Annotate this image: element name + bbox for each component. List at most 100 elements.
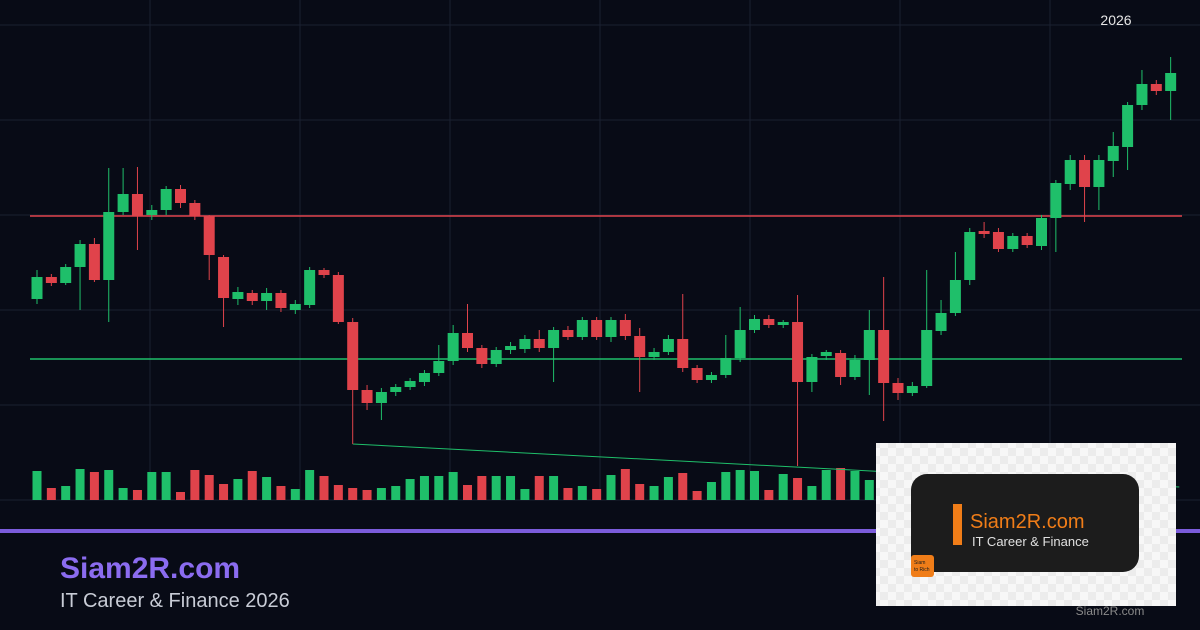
volume-bar: [434, 476, 444, 500]
volume-bar: [219, 484, 229, 500]
candle-body: [992, 232, 1004, 249]
volume-bar: [864, 480, 874, 500]
badge-icon: [911, 555, 934, 577]
candle-body: [232, 292, 244, 299]
candle-body: [45, 277, 57, 283]
volume-bar: [176, 492, 185, 500]
candle-body: [505, 346, 517, 350]
candle-body: [562, 330, 574, 337]
badge-subtitle: IT Career & Finance: [972, 534, 1089, 549]
candle-body: [1021, 236, 1033, 245]
plot-area: [30, 57, 1182, 500]
candle-body: [189, 203, 201, 216]
badge-bar: [953, 504, 962, 545]
volume-bar: [161, 472, 171, 500]
volume-bar: [391, 486, 401, 500]
candle-body: [375, 392, 387, 403]
candle-body: [74, 244, 86, 267]
candle-body: [763, 319, 775, 325]
volume-bar: [362, 490, 372, 500]
candle-body: [462, 333, 473, 348]
volume-bar: [649, 486, 659, 500]
volume-bar: [477, 476, 487, 500]
candle-body: [404, 381, 416, 387]
volume-bar: [635, 484, 645, 500]
brand-title: Siam2R.com: [60, 552, 240, 585]
volume-bar: [577, 486, 587, 500]
candle-body: [1036, 218, 1047, 246]
candle-body: [949, 280, 961, 313]
candle-body: [964, 232, 976, 280]
candle-body: [533, 339, 545, 348]
volume-bar: [89, 472, 99, 500]
candle-body: [289, 304, 301, 310]
candle-body: [332, 275, 344, 322]
volume-bar: [132, 490, 142, 500]
candle-body: [820, 352, 832, 356]
candle-body: [892, 383, 904, 393]
badge-icon-text: to Rich: [914, 567, 930, 573]
candle-body: [1107, 146, 1119, 161]
volume-bar: [290, 489, 300, 500]
year-label: 2026: [1100, 12, 1131, 28]
candle-body: [175, 189, 186, 203]
volume-bar: [592, 489, 602, 500]
volume-bar: [233, 479, 243, 500]
volume-bar: [376, 488, 386, 500]
candle-body: [619, 320, 631, 336]
candle-body: [433, 361, 445, 373]
brand-subtitle: IT Career & Finance 2026: [60, 590, 290, 612]
candle-body: [734, 330, 746, 358]
volume-bar: [663, 477, 673, 500]
candle-body: [347, 322, 359, 390]
candle-body: [906, 386, 918, 393]
volume-bar: [247, 471, 257, 500]
volume-bar: [104, 470, 114, 500]
badge: Siam2R.com IT Career & Finance Siam to R…: [876, 443, 1176, 606]
candle-body: [806, 357, 818, 382]
candle-body: [261, 293, 273, 301]
volume-bar: [520, 489, 530, 500]
volume-bar: [75, 469, 85, 500]
volume-bar: [606, 475, 616, 500]
candle-body: [648, 352, 660, 357]
watermark: Siam2R.com: [1076, 604, 1145, 618]
volume-bar: [32, 471, 42, 500]
candle-body: [1064, 160, 1076, 184]
volume-bar: [692, 491, 702, 500]
candle-body: [1165, 73, 1177, 91]
candle-body: [591, 320, 603, 337]
volume-bar: [348, 488, 358, 500]
candle-body: [849, 360, 861, 377]
volume-bar: [850, 471, 860, 500]
candle-body: [31, 277, 43, 299]
badge-card: [911, 474, 1139, 572]
volume-bar: [276, 486, 286, 500]
candle-body: [935, 313, 947, 331]
volume-bar: [563, 488, 573, 500]
volume-bar: [147, 472, 157, 500]
badge-title: Siam2R.com: [970, 511, 1084, 533]
candle-body: [131, 194, 143, 216]
volume-bar: [61, 486, 71, 500]
volume-bar: [549, 476, 559, 500]
volume-bar: [778, 474, 788, 500]
candle-body: [1136, 84, 1148, 105]
candle-body: [878, 330, 890, 383]
volume-bar: [405, 479, 415, 500]
candle-body: [318, 270, 330, 275]
volume-bar: [491, 476, 501, 500]
candle-body: [88, 244, 100, 280]
candle-body: [1122, 105, 1134, 147]
candle-body: [835, 353, 847, 377]
candle-body: [1150, 84, 1162, 91]
candle-body: [1093, 160, 1105, 187]
candle-body: [677, 339, 689, 368]
candle-body: [749, 319, 760, 330]
candle-body: [1079, 160, 1091, 187]
candle-body: [576, 320, 588, 337]
volume-bar: [735, 470, 745, 500]
volume-bar: [190, 470, 200, 500]
volume-bar: [836, 468, 846, 500]
